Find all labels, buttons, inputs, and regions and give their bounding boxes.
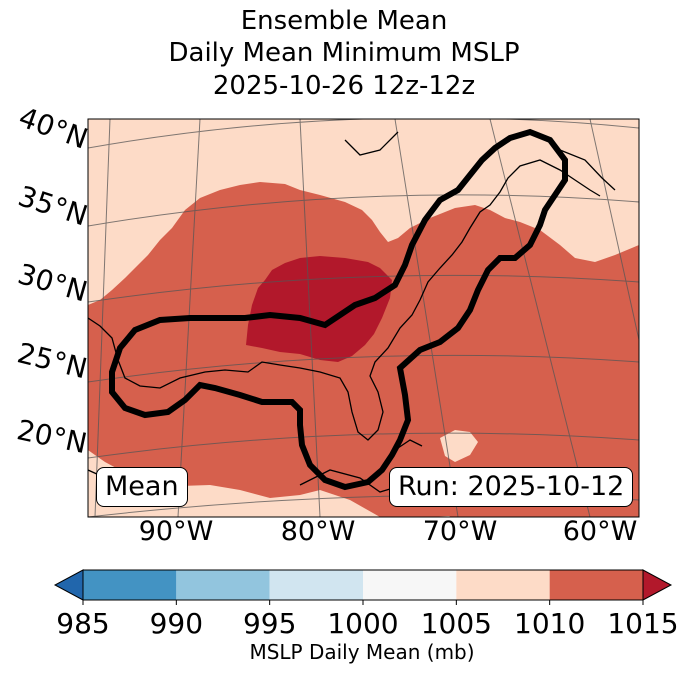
track-envelope-contour xyxy=(109,128,568,491)
chart-title-line-3: 2025-10-26 12z-12z xyxy=(212,71,476,101)
chart-title-line-1: Ensemble Mean xyxy=(240,6,448,36)
colorbar-extend-high xyxy=(642,569,673,601)
map-area xyxy=(88,119,639,517)
pressure-field-above-1015 xyxy=(246,256,392,362)
colorbar-bin-985-990 xyxy=(83,570,177,600)
colorbar-bin-1010-1015 xyxy=(549,570,643,600)
lon-label-70w: 70°W xyxy=(423,516,498,547)
map-frame xyxy=(87,118,640,518)
colorbar-ticks: 985 990 995 1000 1005 1010 1015 xyxy=(56,600,679,640)
colorbar-tick-label: 1015 xyxy=(607,607,678,640)
colorbar xyxy=(53,569,673,601)
colorbar-tick-label: 1000 xyxy=(327,607,398,640)
pressure-patch-caribbean xyxy=(440,430,478,462)
run-date-box: Run: 2025-10-12 xyxy=(389,467,634,507)
colorbar-tick-label: 995 xyxy=(243,607,296,640)
colorbar-label: MSLP Daily Mean (mb) xyxy=(249,640,475,664)
colorbar-extend-low xyxy=(53,569,84,601)
colorbar-bin-990-995 xyxy=(176,570,270,600)
colorbar-tick-label: 1010 xyxy=(514,607,585,640)
lat-label-25: 25°N xyxy=(14,336,90,385)
graticule xyxy=(88,119,639,517)
colorbar-bin-1005-1010 xyxy=(456,570,550,600)
colorbar-bin-995-1000 xyxy=(269,570,363,600)
lon-label-80w: 80°W xyxy=(281,516,356,547)
mean-label-box: Mean xyxy=(96,467,188,507)
colorbar-tick-label: 1005 xyxy=(421,607,492,640)
lat-label-20: 20°N xyxy=(14,413,90,460)
lat-label-40: 40°N xyxy=(14,100,92,155)
lon-label-60w: 60°W xyxy=(563,516,638,547)
colorbar-bin-1000-1005 xyxy=(363,570,457,600)
chart-title-line-2: Daily Mean Minimum MSLP xyxy=(168,38,520,68)
lon-label-90w: 90°W xyxy=(139,516,214,547)
lat-label-35: 35°N xyxy=(14,179,91,232)
colorbar-tick-label: 990 xyxy=(150,607,203,640)
lat-label-30: 30°N xyxy=(14,257,91,308)
colorbar-tick-label: 985 xyxy=(56,607,109,640)
